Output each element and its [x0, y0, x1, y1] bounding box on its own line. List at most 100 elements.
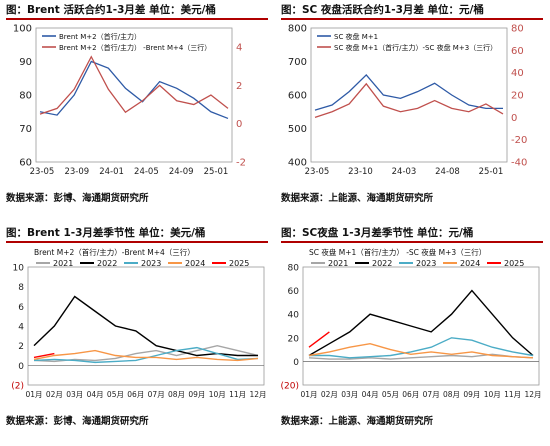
y-left-tick-label: 500 [288, 124, 307, 135]
source-note: 数据来源：彭博、海通期货研究所 [6, 193, 149, 204]
plot-frame [27, 266, 265, 386]
x-tick-label: 23-05 [305, 167, 330, 177]
x-tick-label: 04月 [87, 390, 104, 399]
chart-subtitle: SC 夜盘 M+1（首行/主力） -SC 夜盘 M+3（三行） [309, 247, 486, 257]
y-tick-label: 8 [18, 283, 24, 293]
chart-subtitle: Brent M+2（首行/主力）-Brent M+4（三行） [34, 247, 195, 257]
series-line-blue [39, 60, 229, 120]
x-tick-label: 04月 [362, 390, 379, 399]
y-right-tick-label: 4 [236, 43, 242, 54]
x-tick-label: 02月 [46, 390, 63, 399]
plot-frame [35, 27, 233, 163]
source-note: 数据来源：上能源、海通期货研究所 [281, 193, 434, 204]
legend-label: Brent M+2（首行/主力） [59, 32, 141, 41]
y-right-tick-label: 80 [511, 24, 524, 35]
series-line-2022 [33, 295, 258, 357]
x-tick-label: 10月 [209, 390, 226, 399]
x-tick-label: 08月 [168, 390, 185, 399]
series-line-2021 [308, 353, 534, 360]
y-tick-label: 10 [13, 264, 25, 274]
series-line-2023 [309, 337, 534, 359]
x-tick-label: 09月 [188, 390, 205, 399]
x-tick-label: 08月 [443, 390, 460, 399]
chart-title: 图：Brent 1-3月差季节性 单位：美元/桶 [6, 226, 268, 243]
legend-label: SC 夜盘 M+1 [334, 32, 378, 41]
y-tick-label: 20 [288, 334, 300, 344]
x-tick-label: 25-01 [204, 167, 229, 177]
series-line-red [39, 55, 229, 115]
legend-label: Brent M+2（首行/主力） -Brent M+4（三行） [59, 43, 211, 52]
series-line-red [314, 82, 504, 118]
y-left-tick-label: 400 [288, 158, 307, 169]
panel-sc-spread: 图：SC 夜盘活跃合约1-3月差 单位：元/桶 400 500 600 700 800-… [275, 0, 550, 223]
x-tick-label: 24-03 [392, 167, 417, 177]
x-tick-label: 05月 [382, 390, 399, 399]
x-tick-label: 07月 [148, 390, 165, 399]
legend-label: 2023 [416, 259, 436, 268]
y-tick-label: 60 [288, 287, 300, 297]
y-tick-label: 6 [18, 303, 24, 313]
legend-label: 2025 [229, 259, 249, 268]
x-tick-label: 06月 [127, 390, 144, 399]
x-tick-label: 23-09 [64, 167, 89, 177]
legend-label: SC 夜盘 M+1（首行/主力）-SC 夜盘 M+3（三行） [334, 43, 497, 52]
x-tick-label: 11月 [229, 390, 246, 399]
series-line-blue [314, 73, 503, 111]
x-tick-label: 06月 [402, 390, 419, 399]
sc-spread-chart: 400 500 600 700 800 -40 -20 0 20 40 60 80 23-05 23-10… [288, 24, 527, 178]
legend-label: 2024 [460, 259, 480, 268]
x-tick-label: 02月 [321, 390, 338, 399]
series-line-2024 [308, 342, 534, 359]
legend-label: 2021 [53, 259, 73, 268]
panel-sc-seasonal: 图：SC夜盘 1-3月差季节性 单位：元/桶 (20) 0 20 40 60 80 01月 0… [275, 223, 550, 446]
y-tick-label: 0 [18, 362, 24, 372]
y-right-tick-label: 60 [511, 46, 524, 57]
y-right-tick-label: 2 [236, 81, 242, 92]
y-left-tick-label: 800 [288, 24, 307, 35]
x-tick-label: 09月 [463, 390, 480, 399]
y-right-tick-label: -2 [236, 158, 246, 169]
x-tick-label: 23-10 [348, 167, 373, 177]
y-left-tick-label: 700 [288, 57, 307, 68]
legend-label: 2021 [328, 259, 348, 268]
legend-label: 2025 [504, 259, 524, 268]
x-tick-label: 11月 [504, 390, 521, 399]
x-tick-label: 24-09 [169, 167, 194, 177]
y-tick-label: 4 [18, 323, 24, 333]
y-tick-label: (20) [281, 382, 299, 392]
y-left-tick-label: 600 [288, 91, 307, 102]
source-note: 数据来源：彭博、海通期货研究所 [6, 416, 149, 427]
y-left-tick-label: 100 [13, 24, 32, 35]
legend-label: 2022 [372, 259, 392, 268]
legend-label: 2023 [141, 259, 161, 268]
y-left-tick-label: 70 [19, 124, 32, 135]
y-tick-label: 2 [18, 342, 24, 352]
x-tick-label: 12月 [524, 390, 541, 399]
plot-frame [302, 266, 540, 386]
y-right-tick-label: 40 [511, 68, 524, 79]
brent-seasonal-chart: (2) 0 2 4 6 8 10 01月 02月 03月 04月 05月 06月 07月 08月 09月 10月… [11, 247, 266, 399]
y-tick-label: 80 [288, 264, 300, 274]
y-left-tick-label: 60 [19, 158, 32, 169]
x-tick-label: 05月 [107, 390, 124, 399]
x-tick-label: 24-08 [435, 167, 460, 177]
chart-title: 图：SC 夜盘活跃合约1-3月差 单位：元/桶 [281, 3, 543, 20]
y-right-tick-label: 0 [511, 113, 517, 124]
series-line-2024 [33, 349, 259, 362]
x-tick-label: 23-05 [30, 167, 55, 177]
sc-seasonal-chart: (20) 0 20 40 60 80 01月 02月 03月 04月 05月 06月 07月 08月 09月… [281, 247, 542, 399]
y-left-tick-label: 90 [19, 57, 32, 68]
legend-label: 2024 [185, 259, 205, 268]
x-tick-label: 01月 [300, 390, 317, 399]
plot-frame [310, 27, 508, 163]
series-line-2025 [33, 352, 55, 359]
x-tick-label: 10月 [484, 390, 501, 399]
series-line-2022 [308, 289, 534, 357]
y-tick-label: (2) [11, 382, 24, 392]
y-right-tick-label: 20 [511, 91, 524, 102]
x-tick-label: 01月 [25, 390, 42, 399]
x-tick-label: 03月 [341, 390, 358, 399]
y-right-tick-label: -20 [511, 135, 527, 146]
legend-label: 2022 [97, 259, 117, 268]
x-tick-label: 25-01 [479, 167, 504, 177]
